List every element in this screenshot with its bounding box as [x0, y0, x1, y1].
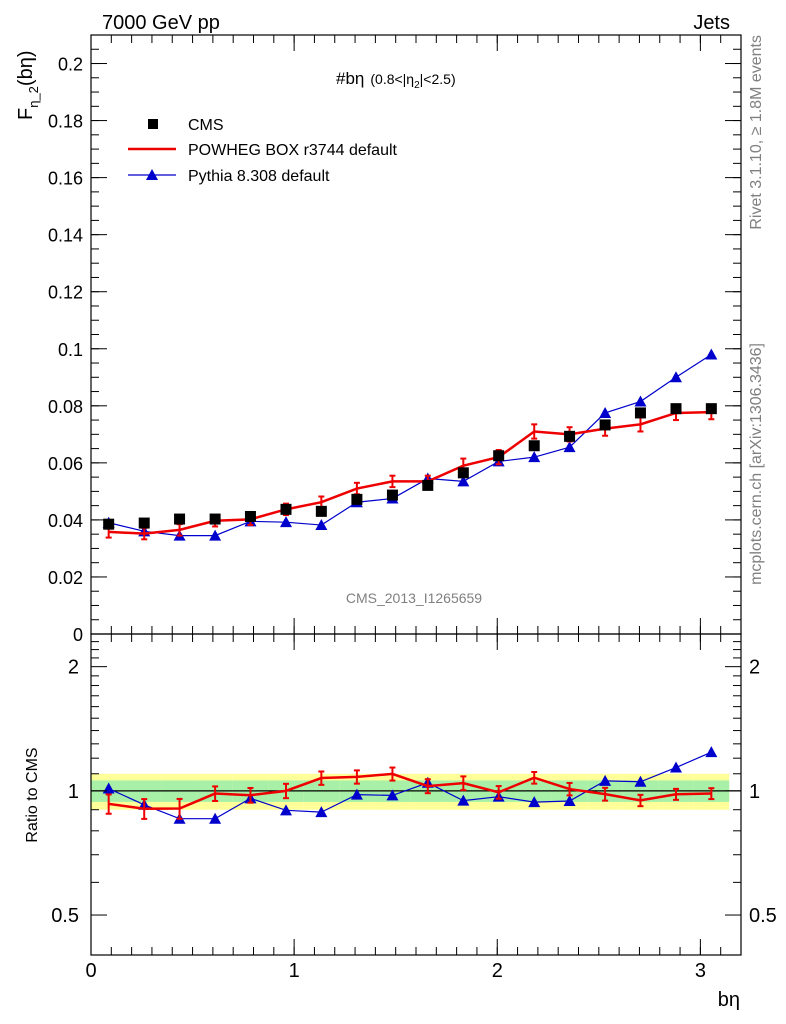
ratio-point-pythia — [634, 775, 647, 787]
data-point-cms — [493, 450, 505, 462]
main-ytick-label: 0.1 — [58, 340, 83, 360]
data-point-cms — [351, 493, 363, 505]
x-tick-label: 3 — [695, 960, 706, 982]
legend-entry-pythia: Pythia 8.308 default — [128, 168, 330, 185]
series-line-powheg — [108, 410, 712, 535]
main-ytick-label: 0.12 — [48, 283, 83, 303]
ratio-point-pythia — [457, 794, 470, 806]
ratio-ytick-label-left: 0.5 — [51, 905, 79, 927]
ratio-line-powheg — [108, 772, 712, 810]
data-point-cms — [280, 503, 292, 515]
data-point-cms — [244, 510, 256, 522]
legend-marker-cms — [148, 119, 158, 129]
x-tick-label: 0 — [85, 960, 96, 982]
legend-label-powheg: POWHEG BOX r3744 default — [188, 142, 398, 159]
data-point-pythia — [563, 441, 576, 453]
ratio-point-pythia — [280, 804, 292, 816]
ratio-ytick-label-right: 2 — [749, 657, 760, 679]
ratio-point-pythia — [705, 746, 718, 758]
main-ylabel-subscript: η_2 — [26, 86, 41, 108]
main-ylabel-argument: (bη) — [15, 51, 37, 87]
main-ytick-label: 0.02 — [48, 568, 83, 588]
plot-title-range-end: |<2.5) — [420, 71, 456, 87]
data-point-pythia — [209, 529, 222, 541]
rivet-version-label: Rivet 3.1.10, ≥ 1.8M events — [748, 35, 765, 230]
header-right: Jets — [693, 12, 730, 34]
legend-label-pythia: Pythia 8.308 default — [188, 168, 330, 185]
source-label: mcplots.cern.ch [arXiv:1306.3436] — [748, 343, 765, 585]
ratio-ytick-label-right: 1 — [749, 781, 760, 803]
ratio-point-pythia — [528, 796, 541, 808]
main-ylabel: Fη_2(bη) — [15, 51, 41, 121]
x-tick-label: 2 — [492, 960, 503, 982]
ratio-point-pythia — [599, 774, 612, 786]
main-ylabel-symbol: F — [15, 108, 37, 120]
main-ytick-label: 0 — [73, 625, 83, 645]
plot-title-main: #bη — [336, 69, 364, 88]
legend: CMS POWHEG BOX r3744 default Pythia 8.30… — [128, 117, 398, 185]
data-point-cms — [422, 479, 434, 491]
data-point-cms — [209, 513, 221, 525]
plot-title: #bη (0.8<|η2|<2.5) — [336, 69, 456, 91]
ratio-plot-frame — [90, 633, 742, 956]
svg-text:Fη_2(bη): Fη_2(bη) — [15, 51, 41, 121]
data-point-cms — [564, 430, 576, 442]
main-ytick-label: 0.06 — [48, 454, 83, 474]
legend-label-cms: CMS — [188, 117, 224, 134]
ratio-line-pythia — [108, 751, 712, 820]
ratio-ytick-label-left: 1 — [68, 781, 79, 803]
plot-title-range-index: 2 — [414, 80, 420, 91]
main-plot-panel: 00.020.040.060.080.10.120.140.160.180.2 … — [15, 34, 742, 645]
data-point-cms — [315, 505, 327, 517]
data-point-cms — [670, 403, 682, 415]
data-point-cms — [174, 513, 186, 525]
ratio-ytick-label-left: 2 — [68, 657, 79, 679]
analysis-id-label: CMS_2013_I1265659 — [346, 590, 482, 606]
header-left: 7000 GeV pp — [102, 12, 220, 34]
x-axis-label: bη — [718, 989, 740, 1011]
data-point-cms — [705, 403, 717, 415]
ratio-plot-axes: 0.5 0.5 1 1 2 2 0 1 2 3 — [51, 634, 777, 982]
ratio-point-pythia — [670, 761, 682, 773]
ratio-ylabel: Ratio to CMS — [24, 747, 41, 842]
data-point-cms — [138, 517, 150, 529]
legend-marker-pythia — [146, 169, 158, 180]
legend-entry-cms: CMS — [148, 117, 224, 134]
ratio-plot-data — [102, 746, 718, 824]
main-ytick-label: 0.14 — [48, 226, 83, 246]
data-point-pythia — [705, 348, 718, 360]
data-point-pythia — [457, 475, 470, 487]
data-point-cms — [457, 467, 469, 479]
data-point-pythia — [670, 371, 682, 383]
ratio-point-pythia — [386, 789, 399, 801]
ratio-plot-panel: 0.5 0.5 1 1 2 2 0 1 2 3 Ratio to CMS bη — [24, 633, 777, 1011]
main-ytick-label: 0.2 — [58, 55, 83, 75]
main-plot-axes: 0 0.02 0.04 0.06 0.08 0.1 0.12 0.14 0.16 0.18 0.2 — [48, 35, 742, 645]
x-tick-label: 1 — [289, 960, 300, 982]
plot-title-range: (0.8<|η — [370, 71, 414, 87]
ratio-point-pythia — [563, 794, 576, 806]
ratio-point-pythia — [350, 788, 363, 800]
series-line-pythia — [108, 353, 712, 537]
data-point-pythia — [599, 406, 612, 418]
main-ytick-label: 0.04 — [48, 511, 83, 531]
data-point-cms — [386, 489, 398, 501]
data-point-pythia — [280, 516, 292, 528]
main-ytick-label: 0.16 — [48, 169, 83, 189]
data-point-cms — [103, 518, 115, 530]
data-point-pythia — [634, 395, 647, 407]
ratio-point-pythia — [209, 812, 222, 824]
legend-entry-powheg: POWHEG BOX r3744 default — [128, 142, 398, 159]
main-ytick-label: 0.08 — [48, 397, 83, 417]
data-point-pythia — [315, 519, 328, 531]
data-point-cms — [634, 407, 646, 419]
data-point-pythia — [528, 451, 541, 463]
ratio-ytick-label-right: 0.5 — [749, 905, 777, 927]
data-point-cms — [599, 419, 611, 431]
main-plot-data — [102, 348, 718, 541]
main-ytick-label: 0.18 — [48, 112, 83, 132]
ratio-point-pythia — [315, 806, 328, 818]
data-point-cms — [528, 440, 540, 452]
